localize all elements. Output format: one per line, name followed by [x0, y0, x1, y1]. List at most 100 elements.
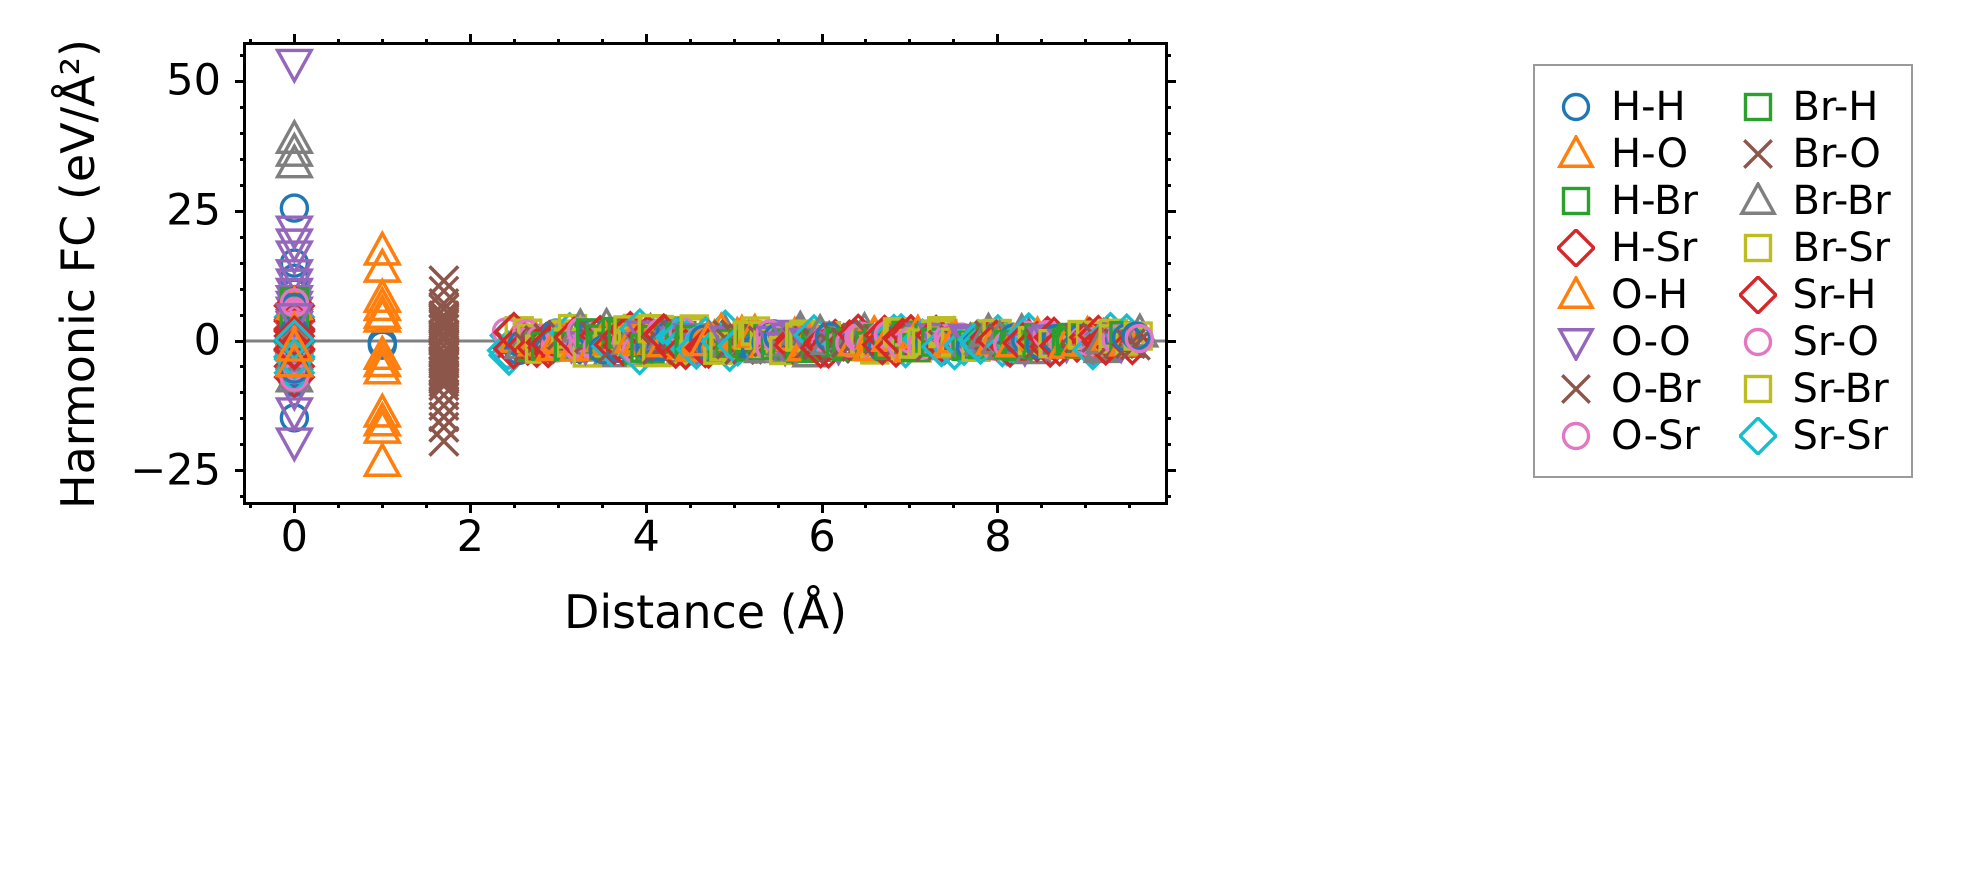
legend-item-o-h[interactable]: O-H — [1553, 271, 1701, 318]
data-point — [428, 351, 460, 383]
x-minor-tick-top — [688, 39, 692, 45]
legend-label: O-H — [1611, 271, 1689, 318]
y-minor-tick — [240, 105, 246, 109]
x-minor-tick — [864, 502, 868, 508]
legend-item-sr-sr[interactable]: Sr-Sr — [1735, 412, 1891, 459]
legend-item-h-br[interactable]: H-Br — [1553, 177, 1701, 224]
legend-label: H-H — [1611, 83, 1686, 130]
x-major-tick-top — [292, 34, 296, 45]
x-minor-tick — [1128, 502, 1132, 508]
x-minor-tick-top — [864, 39, 868, 45]
x-minor-tick — [380, 502, 384, 508]
legend-label: Br-Sr — [1792, 224, 1891, 271]
x-tick-label: 8 — [984, 512, 1012, 562]
data-point — [273, 328, 316, 371]
data-point — [274, 118, 315, 154]
x-tick-label: 4 — [632, 512, 660, 562]
legend-item-o-o[interactable]: O-O — [1553, 318, 1701, 365]
y-tick-label: 50 — [166, 55, 221, 106]
x-minor-tick — [424, 502, 428, 508]
data-point — [1121, 321, 1151, 351]
x-minor-tick-top — [248, 39, 252, 45]
data-point — [362, 334, 402, 370]
x-minor-tick — [908, 502, 912, 508]
scatter-points-layer — [246, 48, 1165, 477]
data-point — [274, 228, 315, 265]
x-minor-tick-top — [952, 39, 956, 45]
x-minor-tick-top — [424, 39, 428, 45]
y-minor-tick — [240, 391, 246, 395]
x-minor-tick — [556, 502, 560, 508]
y-minor-tick-right — [1165, 365, 1171, 369]
x-minor-tick — [688, 502, 692, 508]
x-minor-tick-top — [1128, 39, 1132, 45]
legend-column-1: H-H H-O H-Br H-Sr O-H O-O O-Br O-Sr — [1553, 83, 1701, 459]
y-minor-tick — [240, 313, 246, 317]
legend-box: H-H H-O H-Br H-Sr O-H O-O O-Br O-Sr Br-H Br-O Br-B… — [1533, 64, 1913, 478]
y-minor-tick-right — [1165, 443, 1171, 447]
y-tick-label: −25 — [130, 445, 221, 496]
y-minor-tick-right — [1165, 417, 1171, 421]
y-minor-tick — [240, 157, 246, 161]
y-major-tick-right — [1165, 79, 1176, 83]
x-minor-tick — [248, 502, 252, 508]
legend-label: O-O — [1611, 318, 1691, 365]
legend-item-sr-o[interactable]: Sr-O — [1735, 318, 1891, 365]
data-point — [274, 259, 315, 295]
legend-label: Sr-Br — [1792, 365, 1889, 412]
square-marker-icon — [1735, 88, 1781, 126]
x-major-tick-top — [644, 34, 648, 45]
y-minor-tick-right — [1165, 287, 1171, 291]
x-major-tick — [468, 502, 472, 513]
x-major-tick — [292, 502, 296, 513]
legend-item-sr-br[interactable]: Sr-Br — [1735, 365, 1891, 412]
legend-item-br-sr[interactable]: Br-Sr — [1735, 224, 1891, 271]
data-point — [362, 392, 402, 428]
legend-item-o-br[interactable]: O-Br — [1553, 365, 1701, 412]
legend-item-h-o[interactable]: H-O — [1553, 130, 1701, 177]
data-point — [274, 48, 315, 85]
legend-item-h-sr[interactable]: H-Sr — [1553, 224, 1701, 271]
legend-column-2: Br-H Br-O Br-Br Br-Sr Sr-H Sr-O Sr-Br Sr-Sr — [1735, 83, 1891, 459]
legend-item-br-h[interactable]: Br-H — [1735, 83, 1891, 130]
y-major-tick — [235, 79, 246, 83]
data-point — [362, 341, 402, 378]
legend-item-h-h[interactable]: H-H — [1553, 83, 1701, 130]
legend-item-sr-h[interactable]: Sr-H — [1735, 271, 1891, 318]
y-major-tick-right — [1165, 339, 1176, 343]
legend-label: Sr-H — [1792, 271, 1877, 318]
triangle-up-marker-icon — [1553, 134, 1599, 173]
circle-marker-icon — [1735, 323, 1781, 361]
x-major-tick-top — [468, 34, 472, 45]
x-major-tick — [996, 502, 1000, 513]
data-point — [274, 240, 315, 276]
y-minor-tick — [240, 183, 246, 187]
data-point — [362, 348, 402, 385]
data-point — [428, 309, 460, 341]
legend-item-o-sr[interactable]: O-Sr — [1553, 412, 1701, 459]
square-marker-icon — [1553, 182, 1599, 220]
legend-item-br-o[interactable]: Br-O — [1735, 130, 1891, 177]
legend-item-br-br[interactable]: Br-Br — [1735, 177, 1891, 224]
data-point — [428, 389, 460, 421]
y-minor-tick — [240, 53, 246, 57]
y-minor-tick — [240, 443, 246, 447]
y-minor-tick-right — [1165, 391, 1171, 395]
circle-marker-icon — [1553, 417, 1599, 455]
legend-label: Sr-Sr — [1792, 412, 1889, 459]
x-minor-tick — [512, 502, 516, 508]
square-marker-icon — [1735, 229, 1781, 267]
x-minor-tick-top — [556, 39, 560, 45]
y-minor-tick-right — [1165, 495, 1171, 499]
x-minor-tick-top — [336, 39, 340, 45]
legend-label: O-Sr — [1611, 412, 1700, 459]
x-minor-tick — [732, 502, 736, 508]
x-tick-label: 0 — [280, 512, 309, 562]
y-minor-tick-right — [1165, 157, 1171, 161]
y-minor-tick — [240, 235, 246, 239]
series-dense-band — [273, 275, 1160, 399]
data-point — [1111, 323, 1154, 366]
data-point — [274, 325, 315, 362]
x-marker-icon — [1553, 370, 1599, 408]
